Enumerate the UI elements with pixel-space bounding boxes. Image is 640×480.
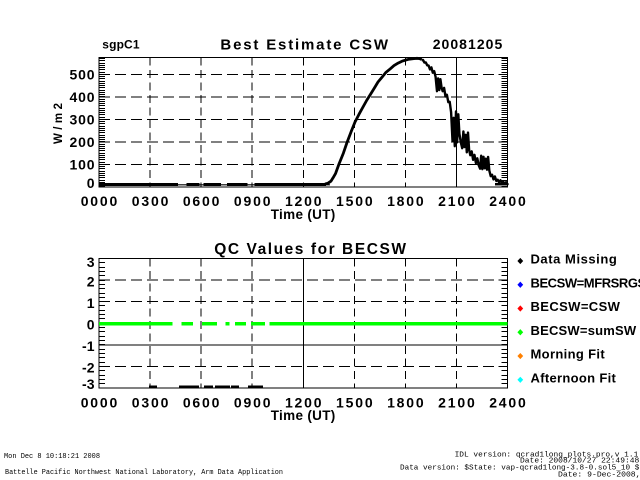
svg-text:sgpC1: sgpC1 xyxy=(102,38,140,52)
svg-text:Date: 9-Dec-2008,: Date: 9-Dec-2008, xyxy=(558,471,640,479)
svg-text:200: 200 xyxy=(70,134,95,150)
svg-text:300: 300 xyxy=(70,111,95,127)
svg-text:0000: 0000 xyxy=(81,193,118,209)
svg-text:0: 0 xyxy=(87,316,95,332)
svg-text:Time (UT): Time (UT) xyxy=(271,207,336,222)
svg-text:Afternoon Fit: Afternoon Fit xyxy=(531,371,617,386)
svg-text:0900: 0900 xyxy=(234,193,271,209)
svg-text:0600: 0600 xyxy=(183,193,220,209)
svg-text:0000: 0000 xyxy=(81,394,118,410)
svg-text:Time (UT): Time (UT) xyxy=(271,408,336,423)
svg-text:0900: 0900 xyxy=(234,394,271,410)
svg-text:100: 100 xyxy=(70,156,95,172)
svg-text:Date: 2008/10/27 22:49:48: Date: 2008/10/27 22:49:48 xyxy=(520,458,639,466)
svg-text:-1: -1 xyxy=(82,338,95,354)
svg-text:500: 500 xyxy=(70,66,95,82)
svg-text:1500: 1500 xyxy=(336,193,373,209)
svg-text:QC Values for BECSW: QC Values for BECSW xyxy=(214,241,406,258)
svg-text:2400: 2400 xyxy=(489,394,526,410)
svg-text:Data Missing: Data Missing xyxy=(531,252,617,267)
svg-text:0: 0 xyxy=(87,175,95,191)
svg-text:BECSW=CSW: BECSW=CSW xyxy=(531,299,621,314)
svg-text:Data version: $State: vap-qcra: Data version: $State: vap-qcrad1long-3.8… xyxy=(400,465,640,473)
svg-text:2: 2 xyxy=(87,273,95,289)
svg-text:IDL version: qcrad1long_plots.: IDL version: qcrad1long_plots.pro,v 1.1 xyxy=(455,452,639,460)
svg-text:Battelle Pacific Northwest Nat: Battelle Pacific Northwest National Labo… xyxy=(5,469,283,477)
svg-text:0300: 0300 xyxy=(132,394,169,410)
svg-text:-2: -2 xyxy=(82,360,95,376)
svg-text:-3: -3 xyxy=(82,376,95,392)
svg-text:2100: 2100 xyxy=(438,394,475,410)
svg-text:1800: 1800 xyxy=(387,193,424,209)
svg-text:1500: 1500 xyxy=(336,394,373,410)
svg-text:400: 400 xyxy=(70,89,95,105)
svg-text:Mon Dec 8 10:18:21 2008: Mon Dec 8 10:18:21 2008 xyxy=(4,453,100,461)
svg-text:2400: 2400 xyxy=(489,193,526,209)
svg-text:3: 3 xyxy=(87,254,95,270)
svg-text:BECSW=sumSW: BECSW=sumSW xyxy=(531,323,637,338)
svg-text:Morning Fit: Morning Fit xyxy=(531,347,606,362)
svg-text:2100: 2100 xyxy=(438,193,475,209)
svg-text:0300: 0300 xyxy=(132,193,169,209)
svg-text:Best Estimate CSW: Best Estimate CSW xyxy=(220,36,388,53)
svg-text:1: 1 xyxy=(87,295,95,311)
svg-text:W/m2: W/m2 xyxy=(53,103,65,144)
svg-text:20081205: 20081205 xyxy=(433,36,503,52)
svg-text:1800: 1800 xyxy=(387,394,424,410)
svg-text:BECSW=MFRSRGSW: BECSW=MFRSRGSW xyxy=(531,275,640,290)
svg-text:0600: 0600 xyxy=(183,394,220,410)
